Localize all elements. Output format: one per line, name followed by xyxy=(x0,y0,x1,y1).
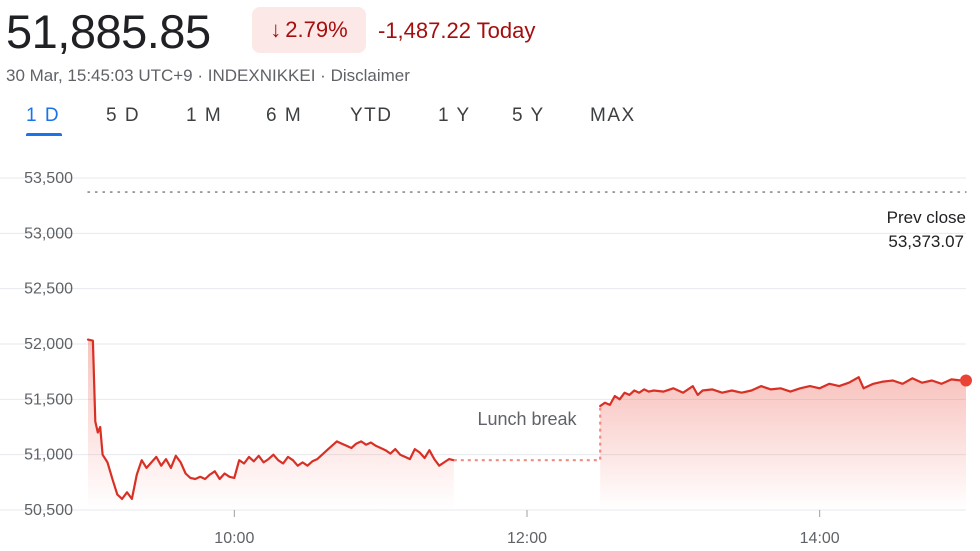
price-area-afternoon xyxy=(600,377,966,510)
y-tick-label: 52,000 xyxy=(24,336,73,353)
current-value-marker xyxy=(960,374,972,387)
change-percent-badge: ↓ 2.79% xyxy=(252,7,366,53)
x-tick-label: 14:00 xyxy=(800,530,840,547)
change-percent: 2.79% xyxy=(285,17,348,42)
exchange-name: INDEXNIKKEI xyxy=(207,66,316,85)
price-lines xyxy=(86,338,972,500)
price-line-morning xyxy=(86,338,455,500)
tab-max[interactable]: MAX xyxy=(590,105,636,126)
tab-1d[interactable]: 1 D xyxy=(26,105,61,126)
tab-ytd[interactable]: YTD xyxy=(350,105,393,126)
change-absolute: -1,487.22 Today xyxy=(378,18,536,43)
disclaimer-link[interactable]: Disclaimer xyxy=(330,66,410,85)
price-line-afternoon xyxy=(599,376,968,408)
meta-separator: · xyxy=(315,66,331,85)
quote-timestamp: 30 Mar, 15:45:03 UTC+9 xyxy=(6,66,193,85)
y-tick-label: 51,000 xyxy=(24,447,73,464)
axis-labels: 50,500 51,000 51,500 52,000 52,500 53,000 53,5… xyxy=(24,170,840,547)
tab-5d[interactable]: 5 D xyxy=(106,105,141,126)
price-area-morning xyxy=(88,339,454,510)
y-tick-label: 52,500 xyxy=(24,281,73,298)
tab-1y[interactable]: 1 Y xyxy=(438,105,471,126)
x-tick-label: 10:00 xyxy=(214,530,254,547)
x-tick-label: 12:00 xyxy=(507,530,547,547)
tab-5y[interactable]: 5 Y xyxy=(512,105,545,126)
area-fills xyxy=(88,339,966,510)
prev-close-label: Prev close xyxy=(887,208,966,227)
arrow-down-icon: ↓ xyxy=(270,17,282,42)
meta-separator: · xyxy=(192,66,208,85)
tab-1m[interactable]: 1 M xyxy=(186,105,223,126)
y-tick-label: 53,500 xyxy=(24,170,73,187)
price-chart[interactable]: Prev close 53,373.07 50,500 51,000 51,500 52… xyxy=(0,150,980,551)
quote-meta: 30 Mar, 15:45:03 UTC+9 · INDEXNIKKEI · D… xyxy=(6,66,410,86)
tab-6m[interactable]: 6 M xyxy=(266,105,303,126)
prev-close-value: 53,373.07 xyxy=(888,232,964,251)
grid-lines xyxy=(0,177,966,517)
lunch-break-label: Lunch break xyxy=(477,409,577,429)
y-tick-label: 53,000 xyxy=(24,225,73,242)
range-tabs: 1 D 5 D 1 M 6 M YTD 1 Y 5 Y MAX xyxy=(0,100,700,140)
lunch-break-connector xyxy=(453,406,602,462)
quote-header: 51,885.85 ↓ 2.79% -1,487.22 Today xyxy=(6,6,966,66)
prev-close-group: Prev close 53,373.07 xyxy=(87,191,967,251)
active-tab-indicator xyxy=(26,133,62,136)
y-tick-label: 51,500 xyxy=(24,391,73,408)
y-tick-label: 50,500 xyxy=(24,502,73,519)
current-price: 51,885.85 xyxy=(6,5,211,58)
